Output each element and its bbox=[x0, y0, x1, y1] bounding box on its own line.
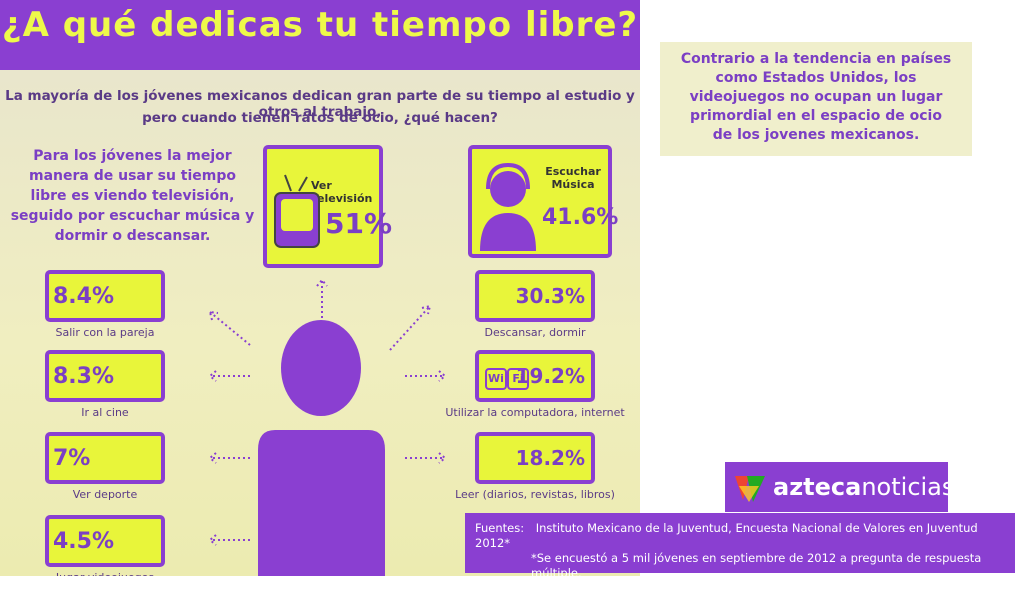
wifi-icon-text: Wi bbox=[485, 368, 507, 390]
tv-icon bbox=[274, 174, 320, 248]
arrows bbox=[208, 278, 447, 546]
item-value: 18.2% bbox=[515, 446, 585, 470]
sources: Fuentes: Instituto Mexicano de la Juvent… bbox=[465, 513, 1015, 595]
item-value: 8.3% bbox=[53, 364, 115, 389]
infographic: ¿A qué dedicas tu tiempo libre? La mayor… bbox=[0, 0, 640, 576]
sources-heading: Fuentes: bbox=[475, 521, 525, 535]
sources-line: *Se encuestó a 5 mil jóvenes en septiemb… bbox=[531, 551, 982, 580]
item-box: 30.3% bbox=[475, 270, 595, 322]
item-box: 8.3% bbox=[45, 350, 165, 402]
item-label: Salir con la pareja bbox=[55, 326, 155, 339]
logo: aztecanoticias bbox=[725, 462, 954, 512]
person bbox=[258, 320, 385, 576]
item-value: 8.4% bbox=[53, 284, 115, 309]
music-icon bbox=[480, 163, 536, 251]
item-value: 51% bbox=[325, 207, 393, 240]
intro-line: pero cuando tienen ratos de ocio, ¿qué h… bbox=[142, 110, 498, 126]
item-label: Utilizar la computadora, internet bbox=[445, 406, 625, 419]
title: ¿A qué dedicas tu tiempo libre? bbox=[0, 0, 640, 70]
decor bbox=[208, 278, 447, 576]
lead-text: Para los jóvenes la mejor manera de usar… bbox=[10, 148, 255, 244]
sources-line: Instituto Mexicano de la Juventud, Encue… bbox=[475, 521, 978, 550]
item-label: Jugar videojuegos bbox=[5, 571, 205, 576]
item-box: 18.2% bbox=[475, 432, 595, 484]
music-box: Escuchar Música 41.6% bbox=[468, 145, 618, 258]
logo-icon bbox=[735, 476, 765, 502]
item-box: 8.4% bbox=[45, 270, 165, 322]
item-box: 4.5% bbox=[45, 515, 165, 567]
item-label: Ver Televisión bbox=[311, 179, 373, 205]
side-note: Contrario a la tendencia en países como … bbox=[660, 42, 972, 156]
item-value: 30.3% bbox=[515, 284, 585, 308]
wifi-icon-text: Fi bbox=[507, 368, 529, 390]
item-box: 7% bbox=[45, 432, 165, 484]
item-label: Ir al cine bbox=[81, 406, 129, 419]
item-label: Leer (diarios, revistas, libros) bbox=[455, 488, 615, 501]
tv-box: Ver Televisión 51% bbox=[263, 145, 392, 268]
logo-text: azteca bbox=[773, 473, 862, 501]
item-value: 7% bbox=[53, 446, 91, 471]
logo-text: noticias bbox=[861, 473, 955, 501]
item-label: Descansar, dormir bbox=[484, 326, 586, 339]
item-label: Ver deporte bbox=[72, 488, 138, 501]
sources-line: No suma 100% bbox=[531, 581, 619, 595]
item-value: 4.5% bbox=[53, 529, 115, 554]
item-box: 19.2% Wi Fi bbox=[475, 350, 595, 402]
item-value: 41.6% bbox=[542, 205, 619, 230]
intro-line: La mayoría de los jóvenes mexicanos dedi… bbox=[5, 88, 635, 120]
item-label: Escuchar Música bbox=[545, 165, 601, 191]
